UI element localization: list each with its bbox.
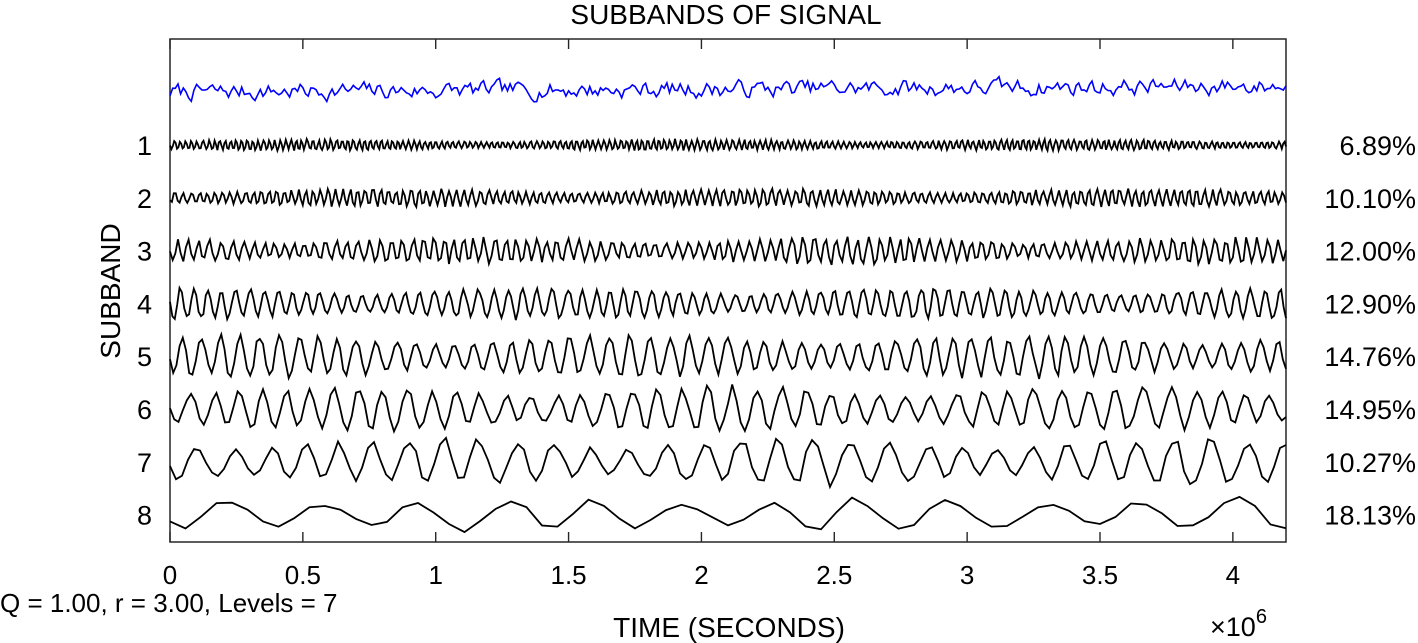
subband-2-line	[169, 185, 1287, 210]
signal-line	[169, 75, 1287, 104]
subband-labels: 1 2 3 4 5 6 7 8	[137, 131, 152, 531]
subband-energy-percent: 10.10%	[1324, 184, 1416, 214]
subband-energy-percent: 12.00%	[1324, 237, 1416, 267]
subband-8-line	[169, 495, 1287, 534]
subband-energy-percent: 14.76%	[1324, 342, 1416, 372]
subband-layer	[169, 136, 1287, 534]
x-tick-label: 3.5	[1082, 560, 1118, 590]
subband-5-line	[169, 331, 1287, 382]
x-tick-label: 0.5	[285, 560, 321, 590]
x-tick-label: 1.5	[550, 560, 586, 590]
x-tick-label: 4	[1226, 560, 1240, 590]
subband-tick-label: 5	[137, 342, 152, 372]
x-tick-label: 2.5	[816, 560, 852, 590]
plot-frame	[169, 38, 1287, 543]
energy-percent-labels: 6.89% 10.10% 12.00% 12.90% 14.76% 14.95% 10.27…	[1324, 131, 1416, 531]
subband-1-line	[169, 136, 1287, 154]
subband-7-line	[169, 436, 1287, 490]
x-exponent-power: 6	[1256, 606, 1267, 628]
subband-tick-label: 1	[137, 131, 152, 161]
signal-layer	[169, 75, 1287, 104]
x-tick-label: 0	[163, 560, 177, 590]
subband-tick-label: 4	[137, 289, 152, 319]
subband-tick-label: 7	[137, 448, 152, 478]
x-tick-label: 2	[694, 560, 708, 590]
x-axis-label: TIME (SECONDS)	[613, 612, 845, 643]
subband-tick-label: 8	[137, 501, 152, 531]
subband-tick-label: 6	[137, 395, 152, 425]
subband-tick-label: 2	[137, 184, 152, 214]
subband-4-line	[169, 285, 1287, 323]
y-axis-label: SUBBAND	[95, 223, 126, 358]
subband-energy-percent: 14.95%	[1324, 395, 1416, 425]
subband-energy-percent: 6.89%	[1339, 131, 1416, 161]
subband-3-line	[169, 235, 1287, 268]
chart-title: SUBBANDS OF SIGNAL	[570, 0, 881, 30]
subband-6-line	[169, 383, 1287, 434]
subband-tick-label: 3	[137, 237, 152, 267]
x-tick-label: 3	[960, 560, 974, 590]
x-exponent-base: ×10	[1210, 612, 1256, 642]
subband-energy-percent: 10.27%	[1324, 448, 1416, 478]
subband-energy-percent: 18.13%	[1324, 501, 1416, 531]
parameters-annotation: Q = 1.00, r = 3.00, Levels = 7	[0, 588, 338, 618]
subband-energy-percent: 12.90%	[1324, 289, 1416, 319]
x-axis-ticks: 0 0.5 1 1.5 2 2.5 3 3.5 4	[163, 39, 1240, 590]
x-tick-label: 1	[428, 560, 442, 590]
x-exponent-label: ×106	[1210, 606, 1267, 642]
